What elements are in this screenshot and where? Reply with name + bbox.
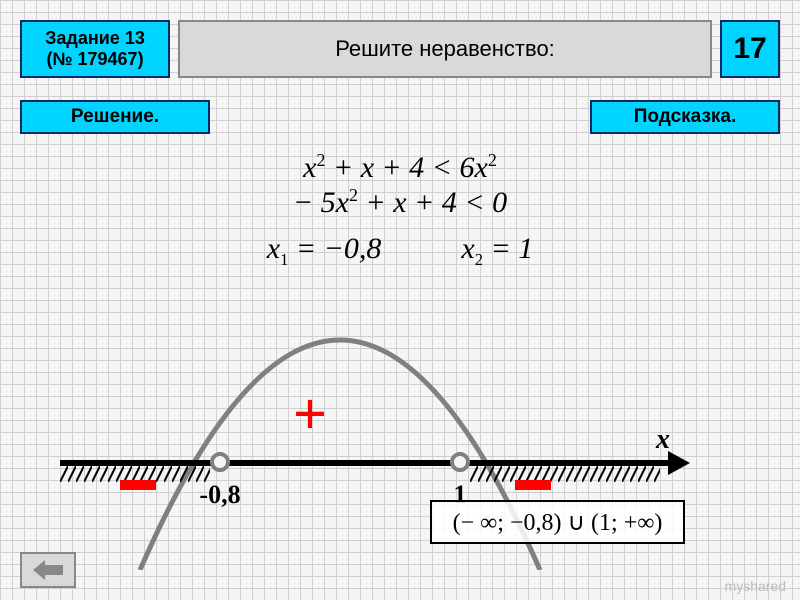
answer-text: (− ∞; −0,8) ∪ (1; +∞): [453, 508, 663, 537]
watermark: myshared: [725, 578, 786, 594]
arrow-icon: [668, 451, 690, 475]
task-line2: (№ 179467): [26, 49, 164, 70]
hint-label: Подсказка.: [634, 106, 737, 127]
button-row: Решение. Подсказка.: [20, 100, 780, 134]
axis-label: x: [656, 424, 670, 456]
plus-sign: +: [293, 380, 327, 449]
hatch-right: [470, 466, 660, 482]
title-box: Решите неравенство:: [178, 20, 712, 78]
math-area: x2 + x + 4 < 6x2 − 5x2 + x + 4 < 0 x1 = …: [0, 150, 800, 270]
root-1: x1 = −0,8: [267, 232, 382, 270]
solution-button[interactable]: Решение.: [20, 100, 210, 134]
back-arrow-icon: [33, 560, 63, 580]
equation-1: x2 + x + 4 < 6x2: [0, 150, 800, 185]
label-x1: -0,8: [199, 480, 240, 510]
header-row: Задание 13 (№ 179467) Решите неравенство…: [20, 20, 780, 78]
slide-number: 17: [720, 20, 780, 78]
hint-button[interactable]: Подсказка.: [590, 100, 780, 134]
title-text: Решите неравенство:: [335, 36, 555, 62]
roots-row: x1 = −0,8 x2 = 1: [0, 232, 800, 270]
minus-left: [120, 480, 156, 490]
root-2: x2 = 1: [461, 232, 533, 270]
minus-right: [515, 480, 551, 490]
open-circle-x1: [210, 452, 230, 472]
task-box: Задание 13 (№ 179467): [20, 20, 170, 78]
equation-2: − 5x2 + x + 4 < 0: [0, 185, 800, 220]
open-circle-x2: [450, 452, 470, 472]
slide-number-text: 17: [733, 32, 766, 66]
task-line1: Задание 13: [26, 28, 164, 49]
back-button[interactable]: [20, 552, 76, 588]
number-line-diagram: + -0,8 1 x (− ∞; −0,8) ∪ (1; +∞): [60, 330, 700, 550]
solution-label: Решение.: [71, 106, 159, 127]
answer-box: (− ∞; −0,8) ∪ (1; +∞): [430, 500, 685, 544]
